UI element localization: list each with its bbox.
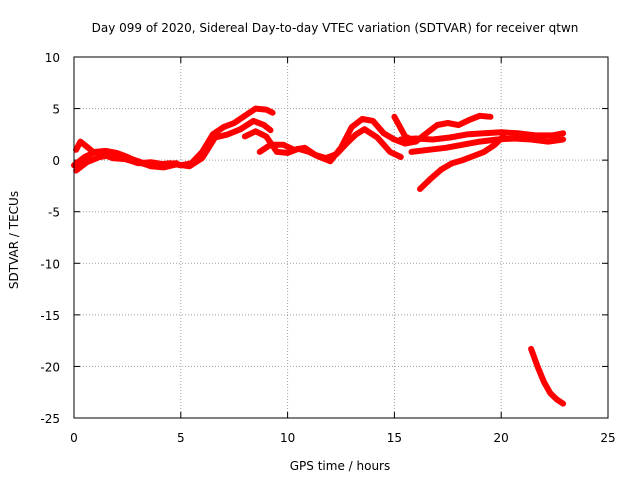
series-track-9 [417, 133, 507, 192]
series-track-5 [256, 126, 404, 162]
y-axis-label: SDTVAR / TECUs [7, 191, 21, 289]
series-track-10 [528, 345, 567, 407]
tick-labels: 0 5 10 15 20 25 -25 -20 -15 -10 -5 0 5 10 [40, 51, 615, 445]
y-tick-label: -25 [40, 412, 60, 426]
y-tick-label: -20 [40, 360, 60, 374]
x-tick-label: 5 [177, 431, 185, 445]
y-tick-label: -15 [40, 309, 60, 323]
y-tick-label: 5 [52, 103, 60, 117]
series-track-8 [408, 135, 567, 155]
x-tick-label: 10 [280, 431, 295, 445]
series-layer [71, 105, 567, 407]
x-tick-label: 20 [494, 431, 509, 445]
chart-title: Day 099 of 2020, Sidereal Day-to-day VTE… [92, 21, 579, 35]
series-track-7 [397, 129, 567, 143]
y-tick-label: -5 [48, 206, 60, 220]
y-tick-label: -10 [40, 257, 60, 271]
plot-frame [73, 56, 609, 419]
y-tick-label: 10 [45, 51, 60, 65]
x-axis-label: GPS time / hours [290, 459, 391, 473]
x-tick-label: 25 [600, 431, 615, 445]
x-tick-label: 15 [387, 431, 402, 445]
x-tick-label: 0 [70, 431, 78, 445]
y-tick-label: 0 [52, 154, 60, 168]
series-track-3 [73, 138, 180, 168]
